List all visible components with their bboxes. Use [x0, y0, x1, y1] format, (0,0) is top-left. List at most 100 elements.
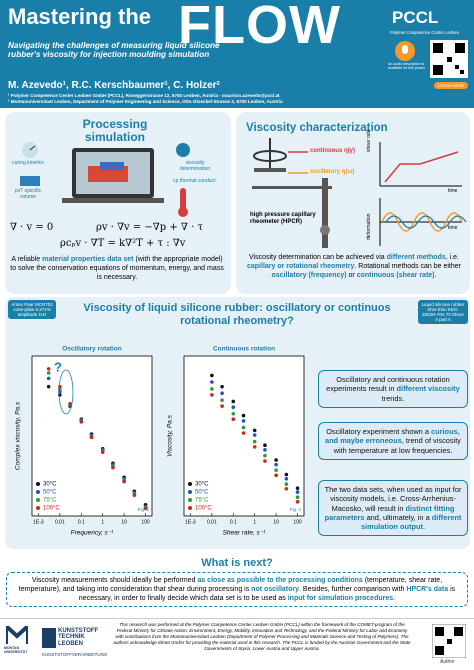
y-axis-label: Complex viscosity, Pa.s [15, 401, 22, 470]
text: HPCR's data [406, 586, 449, 594]
legend-label: 30°C [43, 482, 57, 488]
viscosity-illustration [252, 138, 467, 248]
note: Anton Paar MCR702 cone-plate 0.271% ampl… [8, 300, 56, 319]
data-point [263, 443, 267, 448]
x-tick-label: 1 [253, 519, 256, 525]
kt-logo [42, 628, 56, 648]
processing-text: A reliable material properties data set … [10, 256, 224, 282]
equation: ∇ · v = 0 [10, 222, 54, 233]
text: not oscillatory [251, 586, 300, 594]
header [0, 0, 474, 108]
legend-marker [188, 506, 192, 510]
text: different viscosity [396, 384, 460, 394]
question-mark: ? [54, 359, 62, 374]
data-point [231, 399, 236, 404]
data-point [252, 445, 257, 449]
legend-label: 30°C [195, 482, 209, 488]
text: The two data sets, when used as input fo… [324, 485, 462, 513]
logo-text: KUNSTSTOFFVERARBEITUNG [42, 652, 108, 657]
chart: Continuous rotation 1E-3 0.01 0.1 1 10 100 Shea… [167, 346, 305, 537]
data-point [274, 473, 278, 478]
x-tick-label: 0.1 [78, 519, 85, 525]
note: Liquid silicone rubber Shin-Etsu KEG-200… [418, 300, 468, 324]
listen-button[interactable]: LISTEN HERE [434, 82, 468, 89]
data-point [46, 376, 51, 381]
x-tick-label: 10 [273, 519, 279, 525]
data-point [295, 490, 300, 494]
label: cp thermal conduct. [173, 178, 217, 184]
data-point [89, 435, 94, 440]
data-point [132, 493, 137, 498]
x-tick-label: 1E-3 [185, 519, 196, 525]
fig-label: Fig. 1 [138, 507, 150, 512]
text: Oscillatory and continuous rotation expe… [326, 375, 450, 394]
finding: The two data sets, when used as input fo… [318, 480, 468, 537]
audio-note: An audio description is available for th… [388, 62, 425, 71]
chart-title: Continuous rotation [213, 346, 275, 353]
data-point [220, 404, 224, 408]
equation: ρcₚv · ∇T = k∇²T + τ : ∇v [60, 238, 186, 249]
data-point [58, 384, 62, 389]
data-point [220, 384, 224, 389]
text: and, ultimately, in a [364, 512, 432, 522]
data-point [241, 431, 246, 435]
text: curious, and maybe erroneous [325, 427, 460, 446]
label: pvT specific volume [14, 188, 42, 200]
logo-text: KUNSTSTOFF TECHNIK LEOBEN [58, 628, 99, 647]
chart: Oscillatory rotation 1E-3 0.01 0.1 1 10 100 Fre… [15, 346, 153, 537]
data-point [274, 462, 278, 467]
mu-logo [6, 626, 28, 644]
data-point [284, 472, 289, 477]
section-title: Processing simulation [82, 117, 148, 145]
text: . [434, 271, 437, 279]
title: Mastering the [8, 4, 152, 29]
data-point [263, 448, 267, 452]
data-point [100, 450, 105, 454]
data-point [295, 486, 300, 490]
text: or [346, 271, 357, 279]
funding: This research was performed at the Polym… [113, 622, 411, 651]
data-point [241, 413, 246, 418]
fig-label: Fig. 2 [290, 507, 302, 512]
data-point [220, 398, 224, 402]
finding: Oscillatory and continuous rotation expe… [318, 370, 468, 408]
data-point [241, 419, 246, 423]
data-point [241, 425, 246, 430]
x-axis-label: Frequency, s⁻¹ [71, 530, 115, 537]
data-point [295, 495, 300, 500]
data-point [220, 391, 224, 396]
processing-illustration [20, 142, 190, 217]
legend-label: 50°C [195, 490, 209, 496]
legend-marker [36, 482, 40, 486]
text: input for simulation procedures [287, 595, 394, 603]
data-point [263, 453, 267, 458]
text: Oscillatory experiment shown a [326, 427, 431, 436]
text: . [422, 522, 426, 531]
data-point [252, 428, 257, 433]
affiliation: ¹ Polymer Competence Center Leoben GmbH … [8, 93, 280, 98]
data-point [68, 401, 72, 406]
legend-label: 100°C [195, 506, 212, 512]
label: time [448, 225, 458, 231]
affiliation: ² Montanuniversitaet Leoben, Department … [8, 98, 283, 104]
data-point [231, 417, 236, 422]
data-point [274, 458, 278, 462]
data-point [274, 468, 278, 473]
text: (with the appropriate model) to solve th… [10, 256, 224, 281]
label: curing kinetics [12, 160, 44, 166]
section-title: What is next? [201, 557, 273, 569]
data-point [284, 476, 289, 481]
next-text: Viscosity measurements should ideally be… [6, 572, 468, 608]
legend-label: 75°C [43, 498, 57, 504]
text: . Besides, further comparison with [299, 586, 407, 594]
data-point [58, 393, 62, 397]
text: different methods [386, 254, 446, 261]
data-point [252, 439, 257, 444]
text: different simulation output [360, 512, 462, 531]
data-point [295, 500, 300, 504]
text: , i.e. [445, 254, 459, 261]
data-point [46, 384, 51, 389]
data-point [284, 486, 289, 491]
data-point [231, 405, 236, 410]
